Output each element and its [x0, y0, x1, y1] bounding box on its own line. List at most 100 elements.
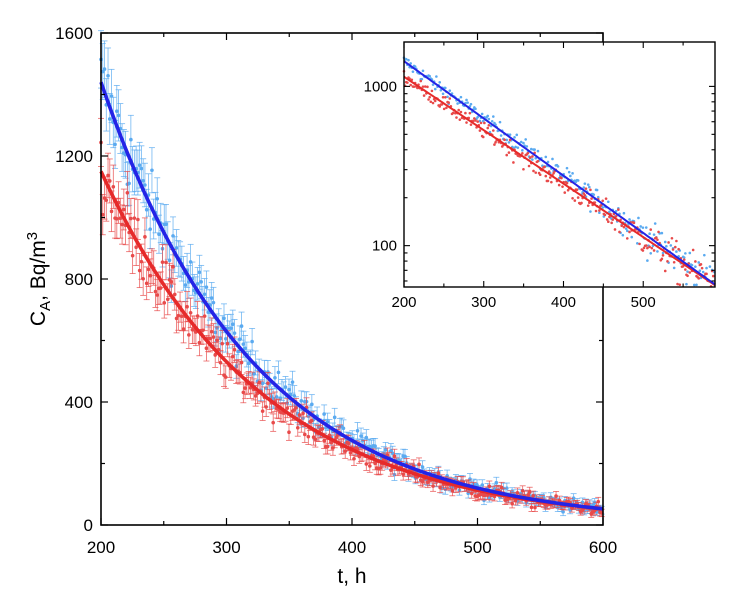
inset-data-point — [571, 172, 574, 175]
data-point — [499, 485, 504, 490]
inset-data-point — [620, 224, 623, 227]
inset-data-point — [588, 185, 591, 189]
inset-data-point — [576, 196, 580, 199]
data-point — [213, 330, 218, 335]
inset-data-point — [672, 266, 676, 270]
data-point — [100, 212, 105, 217]
inset-data-point — [670, 236, 674, 240]
inset-data-point — [543, 165, 546, 169]
data-point — [141, 178, 145, 183]
inset-data-point — [663, 269, 667, 273]
data-point — [436, 471, 441, 475]
inset-data-point — [515, 133, 519, 137]
inset-data-point — [478, 119, 482, 123]
inset-data-point — [641, 249, 645, 252]
inset-data-point — [409, 62, 412, 65]
data-point — [230, 322, 235, 327]
inset-data-point — [492, 115, 495, 118]
data-point — [348, 451, 353, 455]
data-point — [199, 280, 203, 284]
inset-data-point — [589, 210, 592, 213]
data-point — [469, 491, 474, 496]
inset-data-point — [490, 119, 494, 123]
inset-data-point — [442, 107, 446, 111]
inset-data-point — [625, 237, 629, 240]
data-point — [143, 183, 147, 187]
data-point — [355, 428, 360, 433]
inset-data-point — [614, 209, 618, 213]
inset-data-point — [684, 252, 687, 255]
fit-curve-series-1 — [99, 81, 604, 511]
inset-data-point — [503, 138, 506, 141]
inset-data-point — [420, 77, 424, 81]
inset-data-point — [622, 211, 626, 215]
data-point — [341, 426, 346, 431]
inset-tick-label-y-100: 100 — [372, 238, 397, 255]
inset-data-point — [701, 270, 705, 274]
inset-data-point — [661, 254, 665, 257]
data-point — [438, 485, 442, 490]
inset-data-point — [459, 95, 463, 99]
inset-data-point — [433, 87, 437, 91]
inset-data-point — [660, 231, 664, 235]
data-point — [299, 399, 304, 403]
x-axis-title: t, h — [337, 565, 366, 588]
data-point — [229, 326, 233, 330]
inset-data-point — [439, 88, 443, 92]
tick-label-x-200: 200 — [87, 538, 115, 557]
inset-data-point — [451, 111, 455, 115]
inset-data-point — [421, 85, 425, 88]
inset-tick-label-x-400: 400 — [551, 294, 576, 311]
inset-data-point — [521, 152, 524, 155]
inset-data-point — [486, 126, 490, 130]
inset-data-point — [688, 251, 692, 255]
inset-data-point — [650, 246, 654, 250]
data-point — [155, 197, 160, 201]
data-point — [109, 209, 114, 214]
inset-data-point — [691, 248, 695, 252]
inset-data-point — [533, 148, 536, 151]
inset-data-point — [607, 200, 610, 204]
inset-data-point — [649, 251, 653, 255]
inset-data-point — [672, 260, 676, 264]
inset-data-point — [607, 220, 610, 224]
inset-data-point — [601, 206, 605, 209]
data-point — [364, 435, 369, 440]
inset-data-point — [660, 257, 664, 261]
inset-data-point — [492, 129, 495, 132]
inset-data-point — [583, 193, 587, 197]
inset-data-point — [673, 245, 677, 249]
data-point — [185, 304, 189, 309]
inset-data-point — [534, 171, 538, 174]
tick-label-x-500: 500 — [463, 538, 491, 557]
inset-data-point — [409, 83, 412, 87]
data-point — [264, 405, 268, 409]
inset-data-point — [656, 238, 659, 242]
data-point — [215, 338, 219, 342]
inset-data-point — [618, 230, 621, 234]
inset-data-point — [573, 199, 577, 202]
data-point — [174, 246, 179, 250]
data-point — [220, 341, 225, 346]
data-point — [368, 464, 372, 468]
data-point — [334, 435, 339, 440]
data-point — [571, 496, 576, 501]
data-point — [129, 216, 133, 221]
inset-data-point — [621, 233, 625, 237]
data-point — [150, 168, 154, 173]
inset-data-point — [636, 242, 639, 245]
inset-data-point — [486, 114, 490, 118]
inset-data-point — [466, 101, 469, 104]
inset-data-point — [514, 145, 517, 149]
data-point — [157, 232, 161, 237]
data-point — [285, 406, 290, 411]
data-point — [431, 484, 435, 488]
inset-data-point — [667, 241, 670, 244]
inset-data-point — [476, 120, 479, 123]
data-point — [257, 380, 261, 385]
inset-plot: 200 300 400 500 100 1000 — [364, 41, 716, 311]
inset-data-point — [644, 226, 648, 229]
inset-data-point — [507, 141, 511, 144]
inset-data-point — [656, 250, 659, 253]
data-point — [115, 109, 119, 114]
